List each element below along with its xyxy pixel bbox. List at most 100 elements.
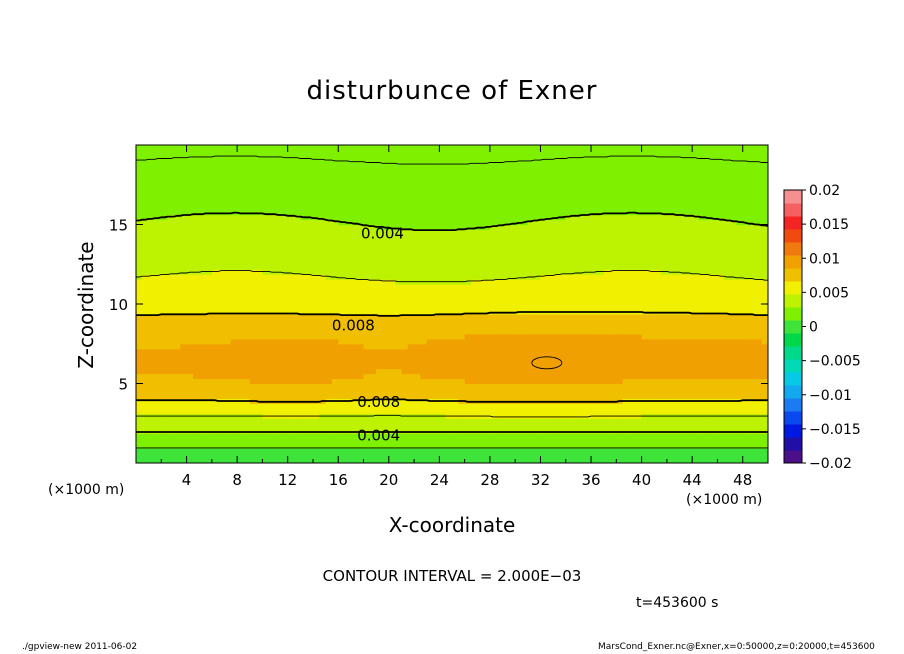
- field-cell: [603, 438, 611, 444]
- field-cell: [142, 308, 150, 315]
- field-cell: [281, 269, 289, 275]
- field-cell: [344, 333, 352, 340]
- field-cell: [527, 304, 535, 310]
- field-cell: [401, 383, 409, 390]
- field-cell: [458, 304, 466, 310]
- field-cell: [180, 388, 188, 395]
- field-cell: [515, 328, 523, 335]
- field-cell: [180, 333, 188, 340]
- field-cell: [262, 204, 270, 211]
- field-cell: [338, 214, 346, 221]
- field-cell: [268, 408, 276, 414]
- field-cell: [218, 304, 226, 310]
- field-cell: [572, 388, 579, 395]
- field-cell: [224, 234, 232, 241]
- field-cell: [211, 353, 219, 360]
- field-cell: [205, 164, 213, 171]
- field-cell: [483, 343, 491, 350]
- field-cell: [218, 418, 226, 424]
- field-cell: [142, 259, 150, 265]
- field-cell: [553, 169, 561, 176]
- field-cell: [256, 214, 263, 221]
- field-cell: [452, 448, 459, 454]
- field-cell: [489, 378, 497, 385]
- field-cell: [483, 433, 491, 439]
- field-cell: [218, 284, 226, 290]
- field-cell: [553, 164, 561, 171]
- field-cell: [395, 398, 403, 404]
- field-cell: [218, 269, 226, 275]
- field-cell: [173, 318, 181, 325]
- field-cell: [376, 239, 384, 245]
- field-cell: [148, 398, 156, 404]
- field-cell: [395, 368, 403, 375]
- field-cell: [294, 408, 301, 414]
- field-cell: [161, 209, 169, 216]
- field-cell: [331, 149, 339, 156]
- field-cell: [445, 264, 453, 270]
- field-cell: [192, 264, 200, 270]
- field-cell: [142, 239, 150, 245]
- field-cell: [395, 448, 403, 454]
- field-cell: [433, 264, 440, 270]
- field-cell: [350, 448, 358, 454]
- field-cell: [622, 284, 630, 290]
- field-cell: [540, 343, 548, 350]
- field-cell: [382, 343, 390, 350]
- field-cell: [508, 244, 516, 250]
- field-cell: [546, 418, 554, 424]
- field-cell: [395, 299, 403, 305]
- field-cell: [218, 259, 226, 265]
- field-cell: [319, 169, 327, 176]
- field-cell: [218, 348, 226, 355]
- field-cell: [426, 269, 434, 275]
- field-cell: [464, 149, 472, 156]
- field-cell: [597, 428, 605, 434]
- field-cell: [218, 453, 226, 459]
- field-cell: [224, 308, 232, 315]
- field-cell: [433, 199, 440, 206]
- field-cell: [268, 249, 276, 255]
- field-cell: [445, 448, 453, 454]
- field-cell: [376, 299, 384, 305]
- field-cell: [275, 323, 282, 330]
- field-cell: [224, 249, 232, 255]
- field-cell: [338, 443, 346, 449]
- field-cell: [192, 189, 200, 196]
- field-cell: [622, 239, 630, 245]
- field-cell: [508, 373, 516, 380]
- field-cell: [553, 403, 561, 409]
- field-cell: [401, 289, 409, 295]
- field-cell: [192, 234, 200, 241]
- field-cell: [515, 358, 523, 365]
- field-cell: [584, 174, 592, 181]
- field-cell: [458, 254, 466, 260]
- field-cell: [136, 313, 143, 320]
- field-cell: [287, 323, 295, 330]
- field-cell: [603, 224, 611, 231]
- field-cell: [407, 289, 415, 295]
- field-cell: [388, 343, 396, 350]
- field-cell: [148, 209, 156, 216]
- field-cell: [306, 403, 314, 409]
- field-cell: [508, 289, 516, 295]
- field-cell: [382, 443, 390, 449]
- field-cell: [565, 274, 573, 280]
- field-cell: [591, 304, 598, 310]
- field-cell: [167, 358, 175, 365]
- field-cell: [508, 219, 516, 226]
- field-cell: [173, 408, 181, 414]
- field-cell: [350, 438, 358, 444]
- field-cell: [136, 428, 143, 434]
- field-cell: [243, 194, 251, 201]
- field-cell: [502, 443, 510, 449]
- field-cell: [470, 299, 478, 305]
- field-cell: [407, 204, 415, 211]
- field-cell: [610, 423, 617, 429]
- field-cell: [161, 234, 169, 241]
- field-cell: [142, 348, 150, 355]
- field-cell: [622, 338, 630, 345]
- field-cell: [483, 338, 491, 345]
- field-cell: [224, 209, 232, 216]
- field-cell: [534, 304, 542, 310]
